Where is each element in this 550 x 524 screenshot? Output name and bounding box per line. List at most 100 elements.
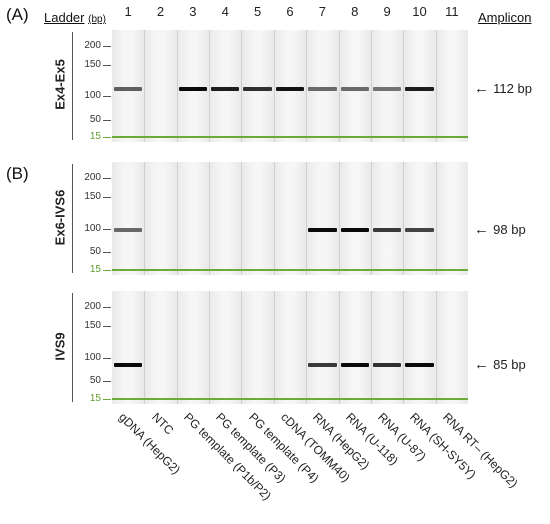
lane-separator <box>144 291 146 404</box>
lane-separator <box>144 30 146 142</box>
lane-number: 9 <box>383 4 391 19</box>
gel-lane <box>435 162 468 275</box>
ladder-axis <box>72 164 73 273</box>
arrow-left-icon: ← <box>474 355 494 373</box>
lane-separator <box>370 162 372 275</box>
gel-lane <box>338 30 371 142</box>
lane-separator <box>241 291 243 404</box>
lane-separator <box>273 162 275 275</box>
arrow-left-icon: ← <box>474 79 494 97</box>
lane-separator <box>338 162 340 275</box>
marker-band-15 <box>112 135 468 138</box>
panel-a-letter: (A) <box>6 5 29 24</box>
lane-separator <box>370 30 372 142</box>
ladder-tick <box>103 398 111 400</box>
panel-b-letter: (B) <box>6 164 29 183</box>
lane-number: 2 <box>156 4 165 19</box>
lane-separator <box>338 291 340 404</box>
ladder-tick-label: 50 <box>89 375 101 387</box>
dna-band <box>405 362 434 367</box>
lane-separator <box>209 30 211 142</box>
ladder-tick-label: 15 <box>89 392 101 404</box>
gel-lane <box>144 291 177 404</box>
amplicon-size-label: ← 98 bp <box>474 221 526 238</box>
ladder-tick <box>103 269 111 271</box>
gel-lane <box>241 30 274 142</box>
gel-lane <box>209 291 242 404</box>
amplicon-size-label: ← 112 bp <box>474 80 532 97</box>
gel-lane <box>306 291 339 404</box>
dna-band <box>340 227 369 232</box>
lane-separator <box>306 291 308 404</box>
marker-band-15 <box>112 268 468 271</box>
lane-separator <box>403 162 405 275</box>
dna-band <box>340 86 369 91</box>
lane-separator <box>403 30 405 142</box>
dna-band <box>275 86 305 91</box>
gel-label: IVS9 <box>52 331 68 361</box>
gel-lane <box>176 291 210 404</box>
lane-separator <box>306 30 308 142</box>
gel-lane <box>370 291 404 404</box>
amplicon-size-text: 85 bp <box>493 356 526 372</box>
ladder-axis <box>72 293 73 402</box>
lane-number: 10 <box>412 4 427 19</box>
ladder-tick-label: 15 <box>89 130 101 142</box>
dna-band <box>340 362 369 367</box>
gel-image <box>112 291 468 404</box>
lane-separator <box>435 162 437 275</box>
lane-separator <box>176 162 178 275</box>
dna-band <box>211 86 240 91</box>
gel-lane <box>273 162 307 275</box>
gel-lane <box>403 30 436 142</box>
amplicon-size-text: 112 bp <box>493 80 532 96</box>
gel-lane <box>112 30 145 142</box>
ladder-tick <box>103 252 111 254</box>
ladder-tick-label: 50 <box>89 246 101 258</box>
lane-separator <box>435 30 437 142</box>
lane-number: 4 <box>221 4 229 19</box>
gel-lane <box>112 162 145 275</box>
lane-separator <box>209 162 211 275</box>
dna-band <box>372 227 402 232</box>
dna-band <box>308 86 337 91</box>
ladder-tick <box>103 228 111 230</box>
gel-lane <box>241 162 274 275</box>
dna-band <box>114 86 143 91</box>
amplicon-header: Amplicon <box>478 10 532 25</box>
ladder-tick <box>103 136 111 138</box>
lane-separator <box>338 30 340 142</box>
lane-number: 7 <box>318 4 326 19</box>
lane-separator <box>176 30 178 142</box>
gel-lane <box>370 30 404 142</box>
gel-lane <box>176 30 210 142</box>
dna-band <box>372 362 402 367</box>
lane-number: 11 <box>445 4 459 19</box>
dna-band <box>405 227 434 232</box>
dna-band <box>308 227 337 232</box>
lane-separator <box>403 291 405 404</box>
arrow-left-icon: ← <box>474 220 494 238</box>
marker-band-15 <box>112 397 468 400</box>
gel-lane <box>403 291 436 404</box>
ladder-tick-label: 200 <box>84 39 101 51</box>
ladder-tick-label: 15 <box>89 263 101 275</box>
ladder-tick <box>103 381 111 383</box>
gel-lane <box>370 162 404 275</box>
dna-band <box>243 86 272 91</box>
gel-lane <box>403 162 436 275</box>
lane-separator <box>241 162 243 275</box>
amplicon-size-text: 98 bp <box>493 221 526 237</box>
ladder-tick-label: 50 <box>89 113 101 125</box>
ladder-tick <box>103 197 111 199</box>
lane-separator <box>176 291 178 404</box>
lane-separator <box>144 162 146 275</box>
ladder-unit: (bp) <box>88 14 106 25</box>
gel-lane <box>435 30 468 142</box>
ladder-tick <box>103 64 111 66</box>
ladder-tick-label: 200 <box>84 171 101 183</box>
lane-separator <box>241 30 243 142</box>
gel-lane <box>209 30 242 142</box>
